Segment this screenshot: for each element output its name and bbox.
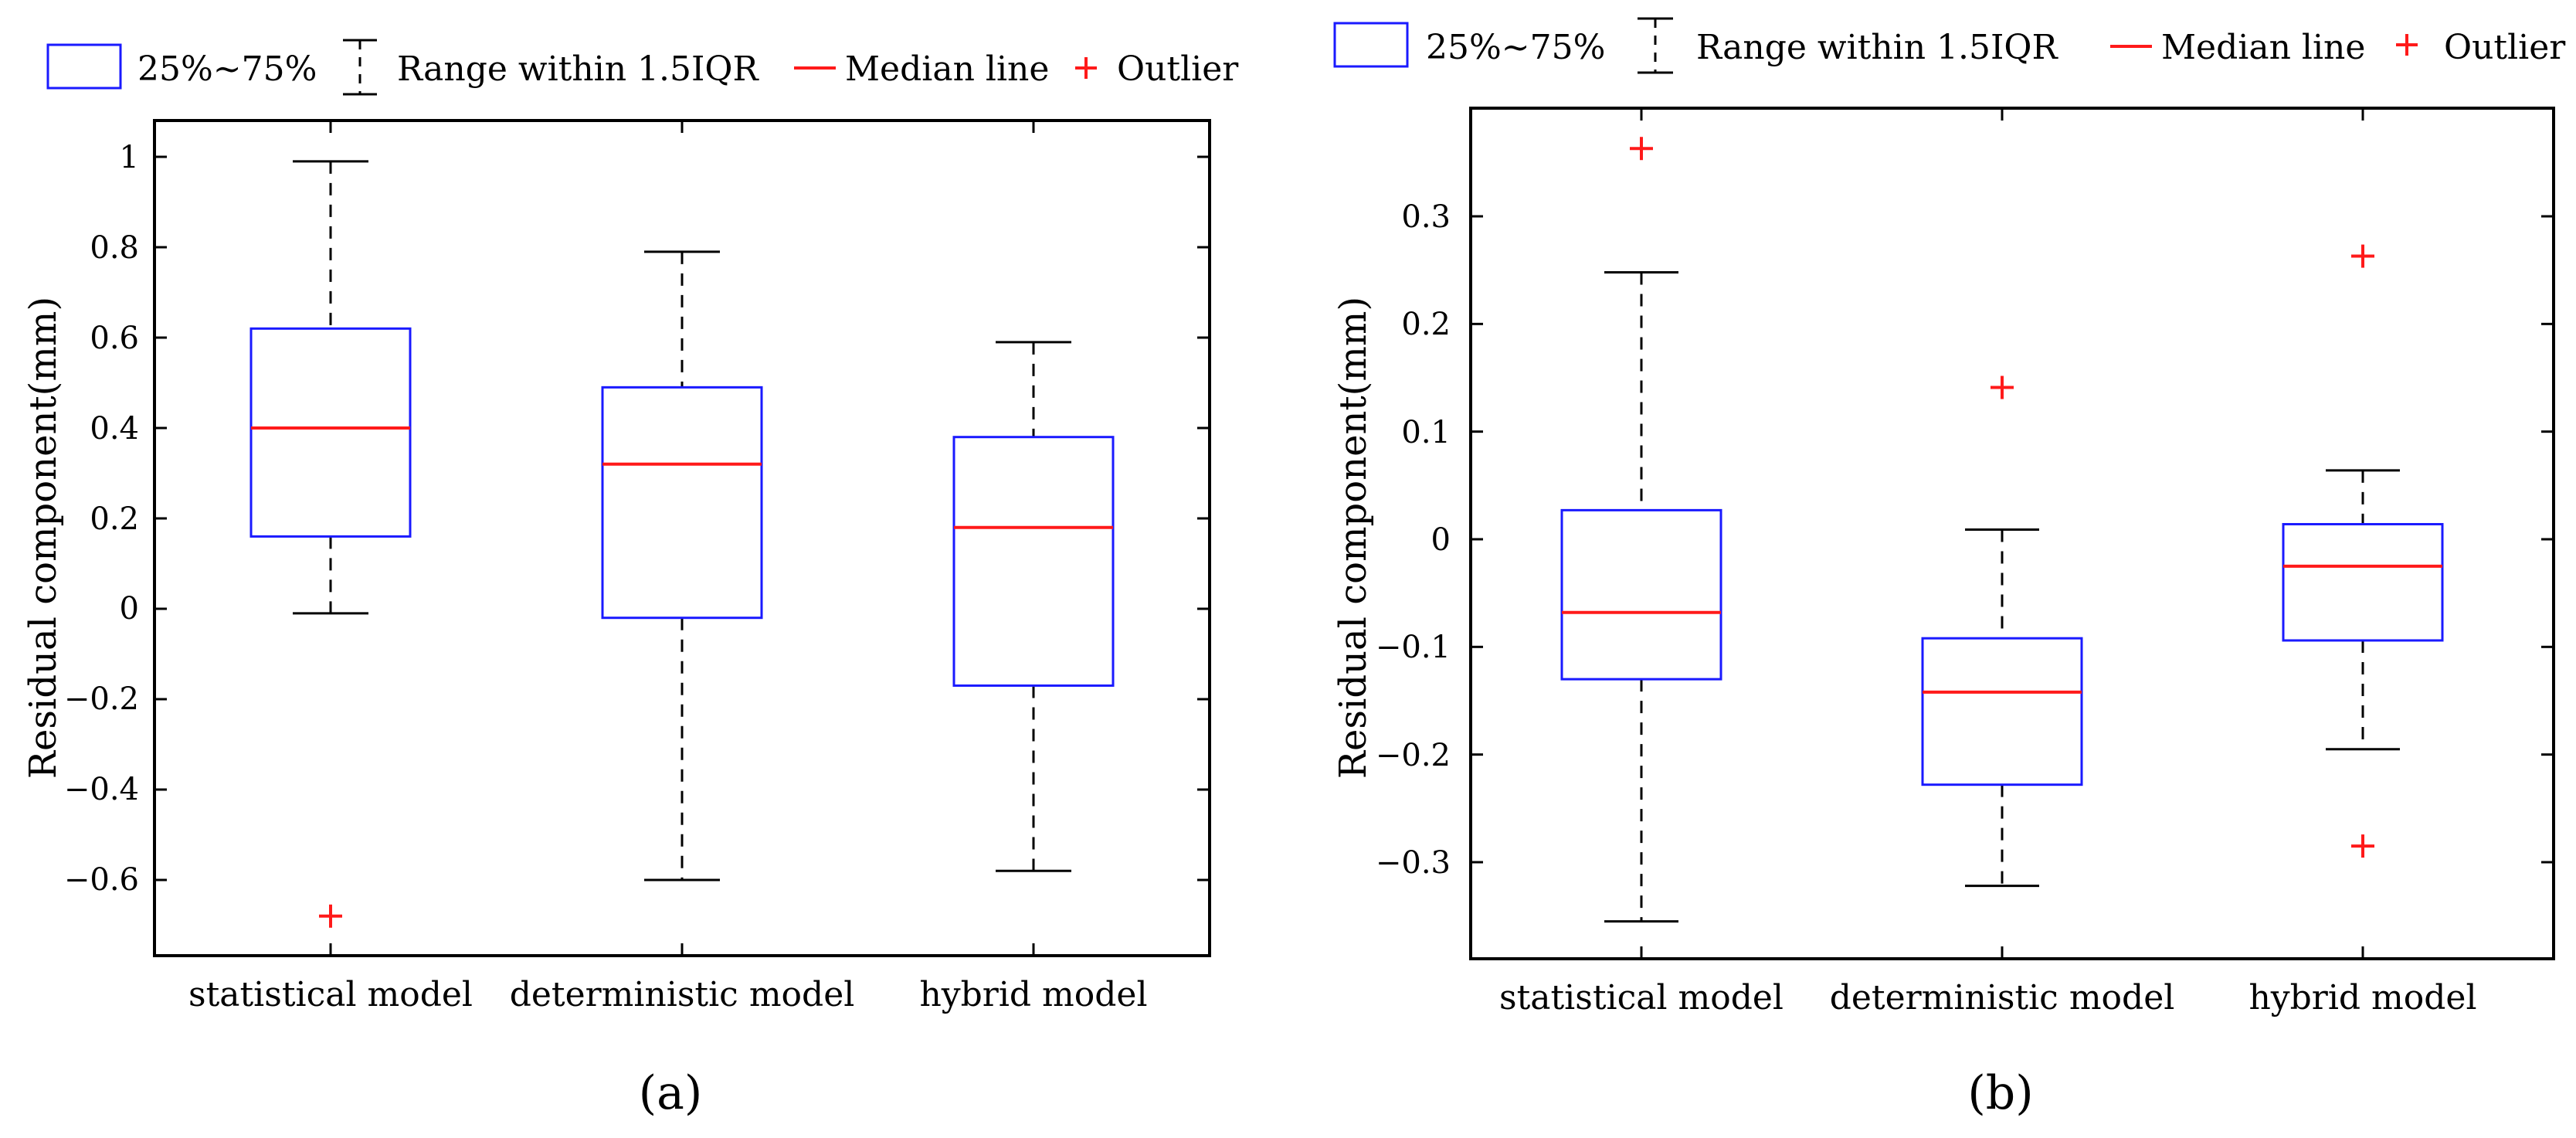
legend-box-swatch [46, 43, 122, 90]
boxplot-deterministic-model [601, 250, 763, 882]
outlier-marker [319, 904, 342, 928]
y-tick-label: 0.8 [90, 230, 139, 266]
legend-range-label: Range within 1.5IQR [1696, 28, 2058, 67]
panel-b-ticks [1471, 108, 2554, 959]
boxplot-hybrid-model [952, 341, 1115, 872]
legend-box-label: 25%~75% [137, 49, 317, 89]
boxplot-statistical-model [249, 160, 412, 928]
legend-range-swatch [343, 39, 377, 96]
panel-b-y-tick-labels: 0.3 0.2 0.1 0 −0.1 −0.2 −0.3 [1376, 199, 1451, 881]
y-tick-label: 0.1 [1401, 415, 1451, 450]
y-tick-label: −0.6 [64, 862, 139, 898]
y-tick-label: 0 [120, 591, 139, 627]
legend-median-label: Median line [845, 49, 1049, 89]
y-tick-label: −0.2 [64, 681, 139, 717]
x-category-label: statistical model [188, 975, 473, 1014]
legend-range-label: Range within 1.5IQR [397, 49, 759, 89]
legend-box-swatch [1333, 22, 1409, 68]
outlier-marker [1630, 137, 1653, 161]
y-tick-label: 0.4 [90, 411, 139, 447]
panel-a-ticks [154, 121, 1210, 956]
legend-outlier-swatch [1075, 57, 1097, 79]
iqr-box [2282, 522, 2444, 642]
iqr-box [952, 436, 1115, 687]
x-category-label: hybrid model [919, 975, 1147, 1014]
y-tick-label: 0.6 [90, 321, 139, 356]
legend-range-swatch [1638, 17, 1673, 74]
panel-b-label: (b) [1967, 1066, 2033, 1120]
panel-a-y-axis-title: Residual component(mm) [22, 297, 65, 779]
y-tick-label: 0.2 [90, 501, 139, 537]
outlier-marker [2351, 834, 2374, 858]
panel-b-y-axis-title: Residual component(mm) [1332, 297, 1375, 779]
iqr-box [1921, 637, 2083, 786]
panel-b: 25%~75% Range within 1.5IQR Median line … [1332, 17, 2566, 1120]
boxplot-hybrid-model [2282, 244, 2444, 858]
panel-b-plot-frame [1469, 107, 2555, 960]
legend-box-label: 25%~75% [1426, 28, 1605, 67]
legend-outlier-swatch [2396, 34, 2418, 56]
boxplot-statistical-model [1560, 137, 1722, 923]
y-tick-label: −0.3 [1376, 845, 1451, 881]
panel-a-boxes [249, 160, 1115, 928]
panel-a-x-tick-labels: statistical model deterministic model hy… [188, 975, 1148, 1014]
y-tick-label: 1 [120, 140, 139, 175]
x-category-label: hybrid model [2248, 978, 2476, 1017]
iqr-box [601, 386, 763, 620]
y-tick-label: −0.2 [1376, 738, 1451, 773]
outlier-marker [2351, 244, 2374, 268]
x-category-label: deterministic model [1830, 978, 2175, 1017]
iqr-box [249, 327, 412, 538]
legend-outlier-label: Outlier [2444, 28, 2566, 67]
panel-b-legend: 25%~75% Range within 1.5IQR Median line … [1333, 17, 2566, 74]
panel-a-y-tick-labels: 1 0.8 0.6 0.4 0.2 0 −0.2 −0.4 −0.6 [64, 140, 139, 898]
panel-a: 25%~75% Range within 1.5IQR Median line … [22, 39, 1239, 1120]
y-tick-label: 0 [1431, 522, 1451, 558]
iqr-box [1560, 508, 1722, 681]
y-tick-label: 0.3 [1401, 199, 1451, 235]
outlier-marker [1991, 375, 2014, 399]
x-category-label: statistical model [1499, 978, 1784, 1017]
panel-a-label: (a) [639, 1066, 703, 1120]
boxplot-deterministic-model [1921, 375, 2083, 888]
panel-a-legend: 25%~75% Range within 1.5IQR Median line … [46, 39, 1239, 96]
legend-median-label: Median line [2161, 28, 2365, 67]
panel-b-boxes [1560, 137, 2444, 923]
y-tick-label: 0.2 [1401, 307, 1451, 342]
panel-b-x-tick-labels: statistical model deterministic model hy… [1499, 978, 2477, 1017]
y-tick-label: −0.1 [1376, 630, 1451, 665]
y-tick-label: −0.4 [64, 772, 139, 807]
x-category-label: deterministic model [510, 975, 855, 1014]
legend-outlier-label: Outlier [1117, 49, 1239, 89]
